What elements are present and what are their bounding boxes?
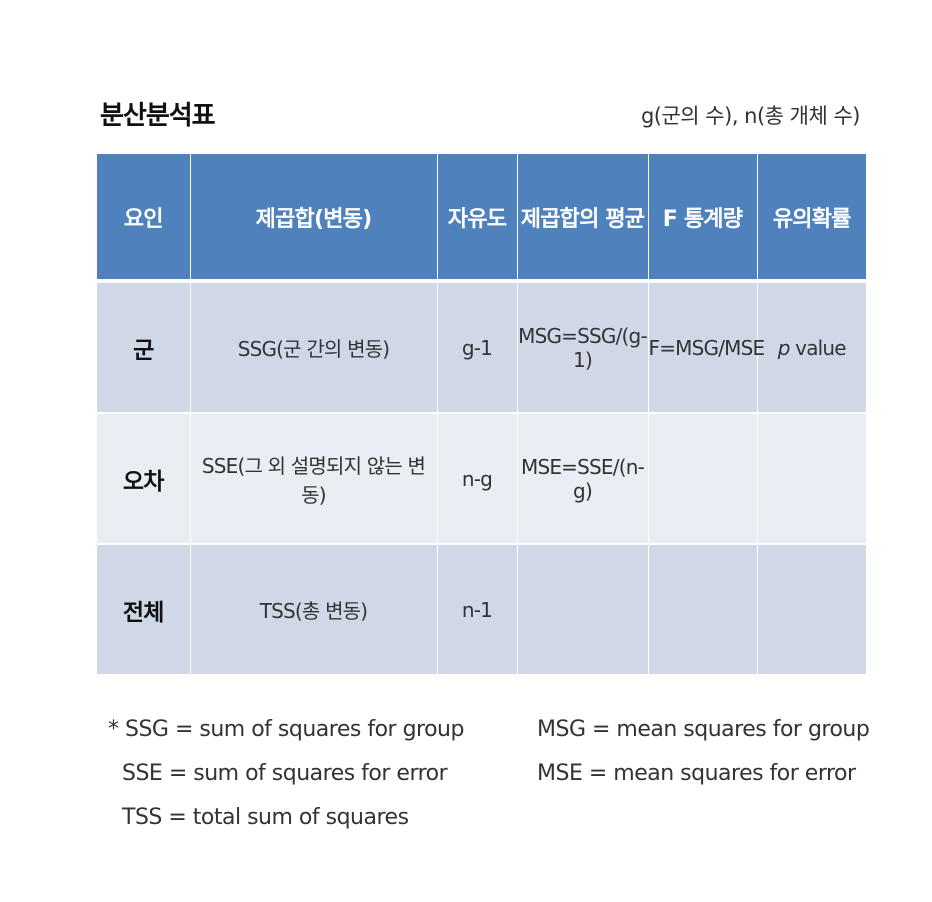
cell-ss: SSE(그 외 설명되지 않는 변동) (190, 412, 438, 544)
cell-p (757, 412, 866, 544)
header-f-statistic: F 통계량 (648, 154, 758, 283)
notation-note: g(군의 수), n(총 개체 수) (640, 104, 861, 128)
table-header-row: 요인 제곱합(변동) 자유도 제곱합의 평균 F 통계량 유의확률 (97, 154, 866, 283)
cell-p: p value (757, 281, 866, 413)
table-row: 오차 SSE(그 외 설명되지 않는 변동) n-g MSE=SSE/(n-g) (97, 412, 866, 544)
header-p-value: 유의확률 (757, 154, 866, 283)
cell-f: F=MSG/MSE (648, 281, 765, 413)
footnotes-right: MSG = mean squares for group MSE = mean … (537, 708, 870, 796)
row-factor-group: 군 (97, 281, 191, 413)
header-sum-of-squares: 제곱합(변동) (190, 154, 438, 283)
table-row: 군 SSG(군 간의 변동) g-1 MSG=SSG/(g-1) F=MSG/M… (97, 281, 866, 413)
header-degrees-of-freedom: 자유도 (437, 154, 518, 283)
p-value-text: value (789, 335, 846, 360)
row-factor-total: 전체 (97, 543, 191, 674)
footnote-mse: MSE = mean squares for error (537, 761, 856, 786)
cell-ms: MSE=SSE/(n-g) (517, 412, 649, 544)
anova-table: 요인 제곱합(변동) 자유도 제곱합의 평균 F 통계량 유의확률 군 SSG(… (97, 154, 866, 674)
table-row: 전체 TSS(총 변동) n-1 (97, 543, 866, 674)
footnote-tss: TSS = total sum of squares (122, 805, 409, 830)
cell-f (648, 412, 758, 544)
cell-df: g-1 (437, 281, 518, 413)
cell-df: n-1 (437, 543, 518, 674)
p-symbol: p (777, 335, 791, 360)
footnote-ssg: * SSG = sum of squares for group (108, 717, 464, 742)
header-factor: 요인 (97, 154, 191, 283)
footnote-sse: SSE = sum of squares for error (122, 761, 448, 786)
cell-f (648, 543, 758, 674)
cell-p (757, 543, 866, 674)
page-title: 분산분석표 (100, 101, 216, 131)
cell-ms (517, 543, 649, 674)
footnotes-left: * SSG = sum of squares for group SSE = s… (108, 708, 464, 840)
cell-df: n-g (437, 412, 518, 544)
cell-ss: SSG(군 간의 변동) (190, 281, 438, 413)
footnote-msg: MSG = mean squares for group (537, 717, 870, 742)
row-factor-error: 오차 (97, 412, 191, 544)
header-mean-squares: 제곱합의 평균 (517, 154, 649, 283)
cell-ms: MSG=SSG/(g-1) (517, 281, 649, 413)
cell-ss: TSS(총 변동) (190, 543, 438, 674)
